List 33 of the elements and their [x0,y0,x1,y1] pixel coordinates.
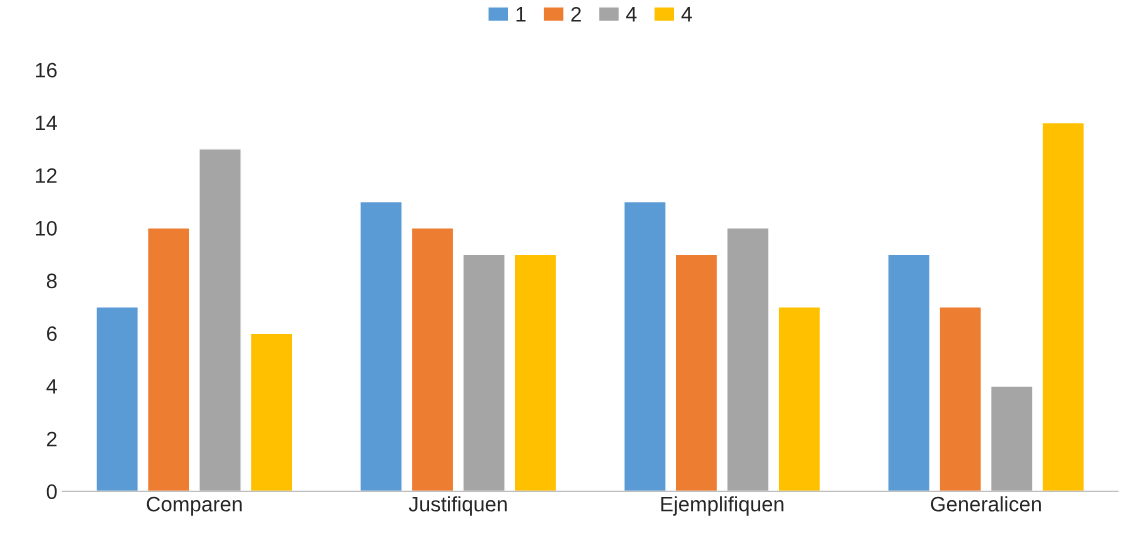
bar [623,200,667,492]
y-tick-label: 6 [47,326,57,342]
bar [513,253,558,492]
bar [887,253,931,492]
legend-label: 4 [626,7,637,22]
y-tick-label: 4 [46,379,57,394]
y-tick-label: 10 [35,220,57,236]
bar [249,332,294,492]
bar [198,148,242,492]
bar [777,306,822,492]
legend-label: 4 [681,7,692,22]
legend-label: 1 [516,7,526,22]
x-tick-label: Comparen [146,496,242,516]
bar [726,227,770,492]
y-tick-label: 16 [35,62,57,78]
y-tick-label: 2 [47,431,57,447]
legend-label: 2 [571,6,581,22]
bar [359,200,403,492]
y-tick-label: 0 [46,484,57,500]
bar [410,227,455,492]
bar [462,253,506,492]
x-tick-label: Generalicen [930,496,1041,512]
bar [146,227,191,492]
y-tick-label: 14 [35,115,57,131]
bar [95,306,139,492]
y-tick-label: 8 [46,273,57,289]
y-tick-label: 12 [35,168,57,183]
bar [989,385,1034,492]
x-tick-label: Justifiquen [408,496,507,516]
bar [938,306,983,492]
bar [1041,121,1086,492]
x-tick-label: Ejemplifiquen [661,496,784,516]
bar [674,253,719,492]
